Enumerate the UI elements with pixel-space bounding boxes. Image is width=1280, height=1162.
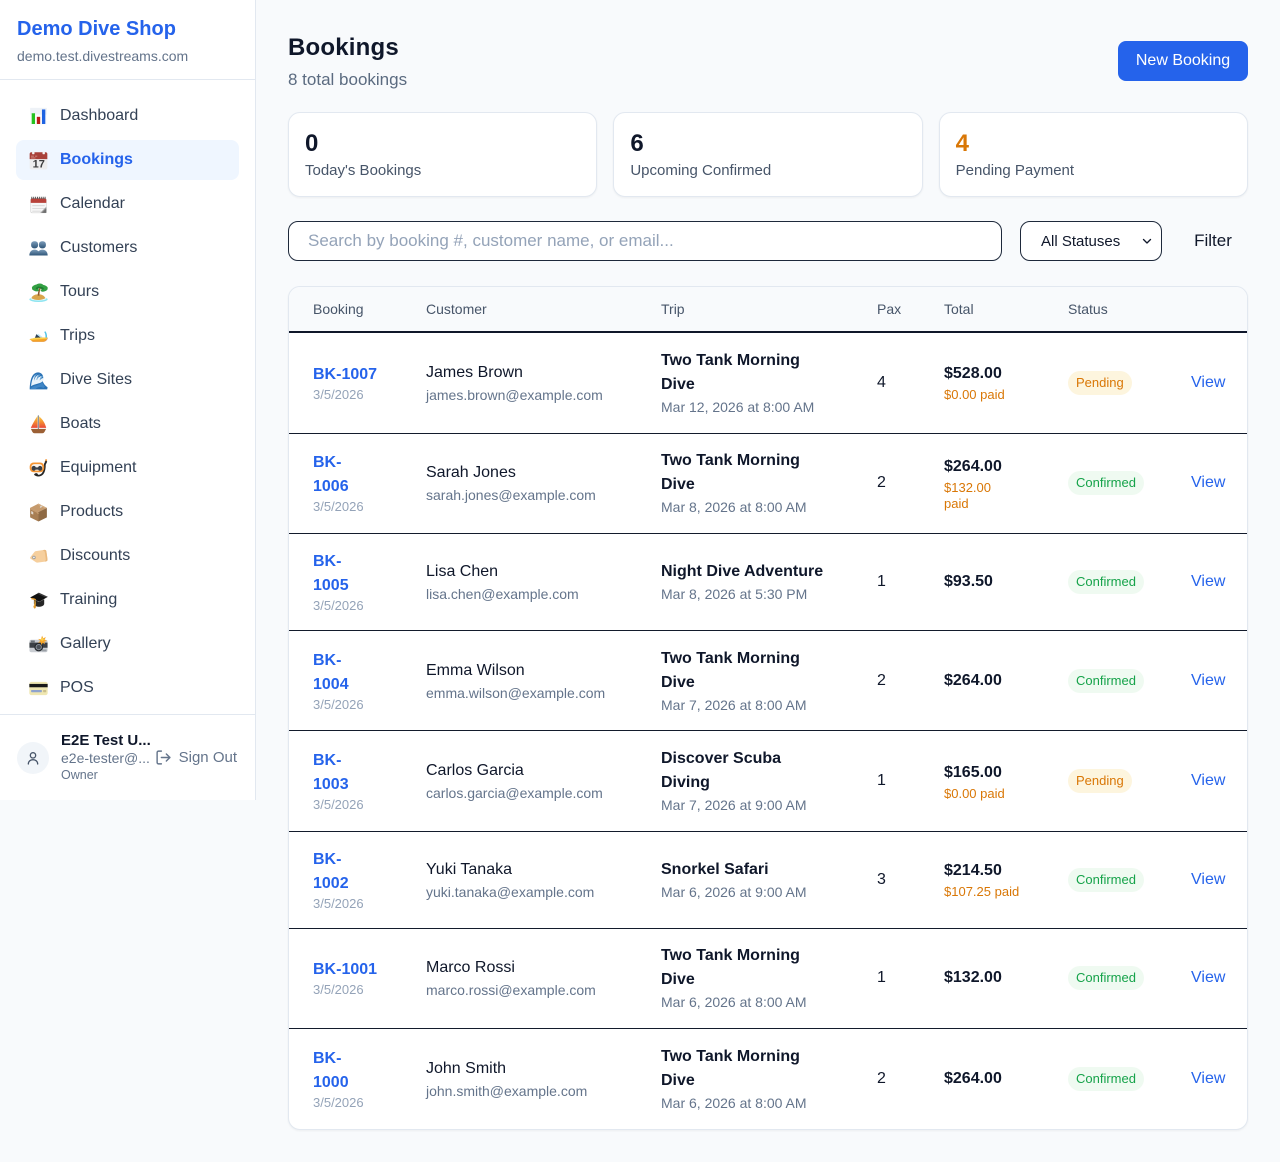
- svg-text:17: 17: [33, 158, 45, 169]
